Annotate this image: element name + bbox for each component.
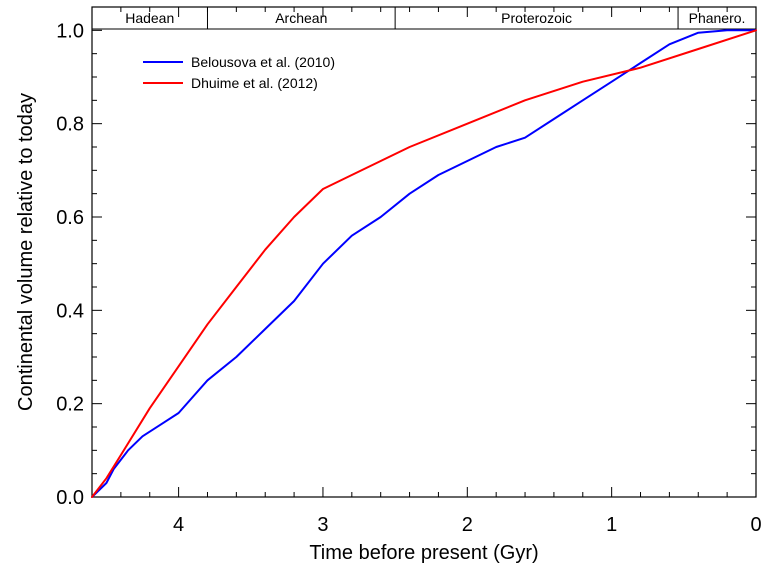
y-tick-label: 0.0 bbox=[56, 487, 84, 509]
y-axis: 0.0 0.2 0.4 0.6 0.8 1.0 bbox=[56, 20, 756, 509]
y-tick-label: 0.6 bbox=[56, 207, 84, 229]
legend-label: Dhuime et al. (2012) bbox=[191, 75, 318, 91]
era-label: Phanero. bbox=[689, 10, 746, 26]
y-tick-label: 0.2 bbox=[56, 394, 84, 416]
plot-frame bbox=[91, 6, 757, 498]
era-label: Proterozoic bbox=[501, 10, 572, 26]
x-tick-label: 1 bbox=[606, 514, 617, 536]
x-tick-label: 2 bbox=[462, 514, 473, 536]
y-tick-label: 0.8 bbox=[56, 114, 84, 136]
x-axis: 4 3 2 1 0 bbox=[91, 7, 762, 536]
x-tick-label: 0 bbox=[750, 514, 761, 536]
x-tick-label: 4 bbox=[173, 514, 184, 536]
y-tick-label: 0.4 bbox=[56, 300, 84, 322]
legend-label: Belousova et al. (2010) bbox=[191, 54, 335, 70]
legend: Belousova et al. (2010) Dhuime et al. (20… bbox=[143, 54, 335, 91]
y-axis-title: Continental volume relative to today bbox=[15, 93, 37, 411]
series-line-1 bbox=[91, 29, 757, 498]
x-tick-label: 3 bbox=[317, 514, 328, 536]
series-group bbox=[91, 29, 757, 498]
x-axis-title: Time before present (Gyr) bbox=[309, 542, 538, 564]
series-line-2 bbox=[91, 29, 757, 498]
era-label: Hadean bbox=[125, 10, 174, 26]
era-label: Archean bbox=[275, 10, 327, 26]
y-tick-label: 1.0 bbox=[56, 20, 84, 42]
era-bar: Hadean Archean Proterozoic Phanero. bbox=[92, 7, 756, 30]
